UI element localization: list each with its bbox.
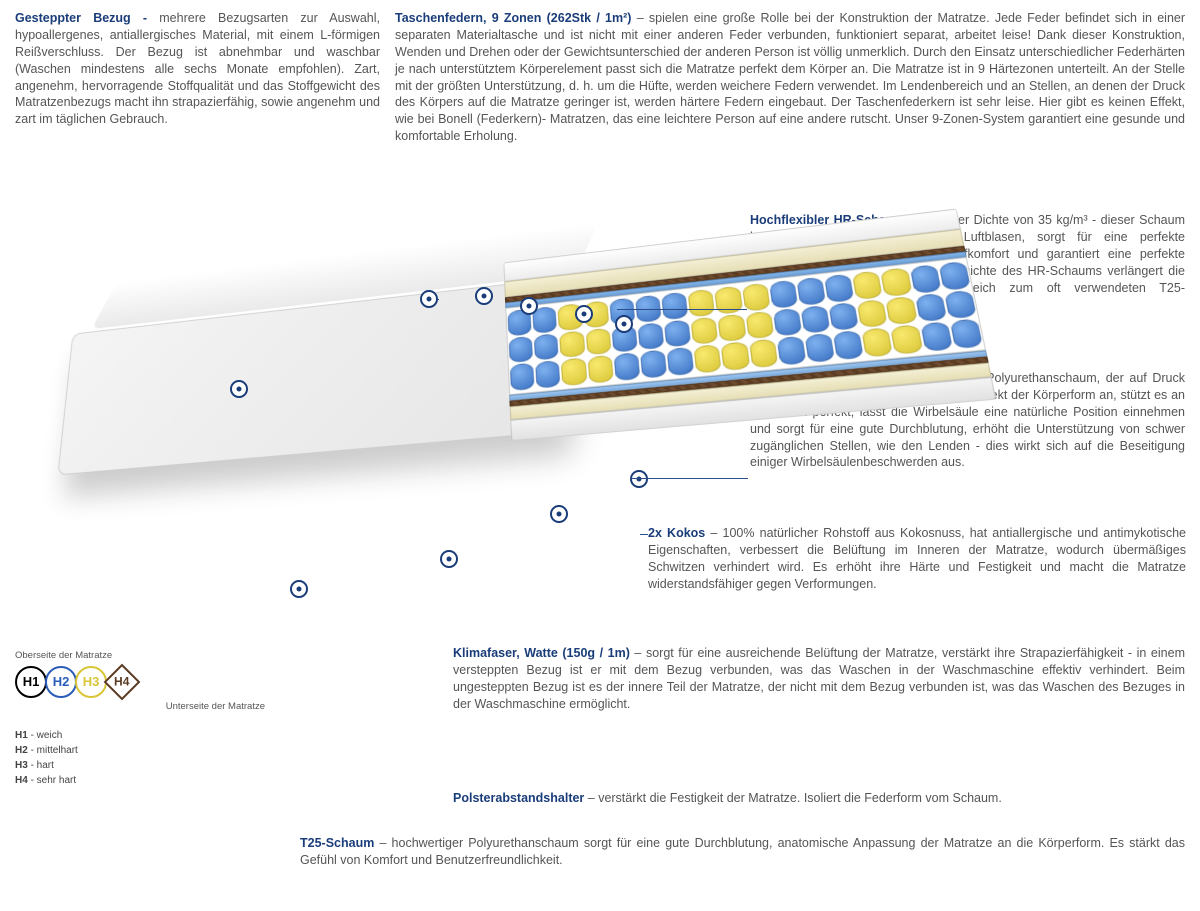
marker-7 — [630, 470, 648, 488]
springs-title: Taschenfedern, 9 Zonen (262Stk / 1m²) — [395, 11, 631, 25]
polster-title: Polsterabstandshalter — [453, 791, 584, 805]
marker-9 — [440, 550, 458, 568]
lead-line — [640, 534, 648, 535]
marker-2 — [420, 290, 438, 308]
hardness-bottom-label: Unterseite der Matratze — [15, 701, 275, 714]
lead-line — [630, 478, 748, 479]
marker-4 — [520, 297, 538, 315]
t25-text: – hochwertiger Polyurethanschaum sorgt f… — [300, 836, 1185, 867]
marker-3 — [475, 287, 493, 305]
hardness-key: H1 - weichH2 - mittelhartH3 - hartH4 - s… — [15, 728, 275, 788]
hardness-legend-h3: H3 - hart — [15, 758, 275, 773]
cover-text: mehrere Bezugsarten zur Auswahl, hypoall… — [15, 11, 380, 126]
hardness-h2: H2 — [45, 666, 77, 698]
mattress-illustration — [20, 215, 750, 595]
hardness-legend-h1: H1 - weich — [15, 728, 275, 743]
klima-title: Klimafaser, Watte (150g / 1m) — [453, 646, 630, 660]
t25-title: T25-Schaum — [300, 836, 374, 850]
section-cover: Gesteppter Bezug - mehrere Bezugsarten z… — [15, 10, 380, 128]
lead-line — [617, 309, 747, 310]
marker-6 — [615, 315, 633, 333]
section-klima: Klimafaser, Watte (150g / 1m) – sorgt fü… — [453, 645, 1185, 713]
hardness-legend: Oberseite der Matratze H1H2H3H4 Untersei… — [15, 650, 275, 788]
marker-8 — [550, 505, 568, 523]
hardness-h4: H4 — [104, 663, 141, 700]
hardness-top-label: Oberseite der Matratze — [15, 650, 275, 663]
hardness-h3: H3 — [75, 666, 107, 698]
marker-10 — [290, 580, 308, 598]
marker-5 — [575, 305, 593, 323]
springs-text: – spielen eine große Rolle bei der Konst… — [395, 11, 1185, 143]
section-springs: Taschenfedern, 9 Zonen (262Stk / 1m²) – … — [395, 10, 1185, 145]
marker-1 — [230, 380, 248, 398]
cover-title: Gesteppter Bezug - — [15, 11, 147, 25]
section-polster: Polsterabstandshalter – verstärkt die Fe… — [453, 790, 1185, 807]
hardness-h1: H1 — [15, 666, 47, 698]
hardness-legend-h2: H2 - mittelhart — [15, 743, 275, 758]
section-t25: T25-Schaum – hochwertiger Polyurethansch… — [300, 835, 1185, 869]
polster-text: – verstärkt die Festigkeit der Matratze.… — [584, 791, 1002, 805]
hardness-circles: H1H2H3H4 — [15, 666, 275, 698]
hardness-legend-h4: H4 - sehr hart — [15, 773, 275, 788]
